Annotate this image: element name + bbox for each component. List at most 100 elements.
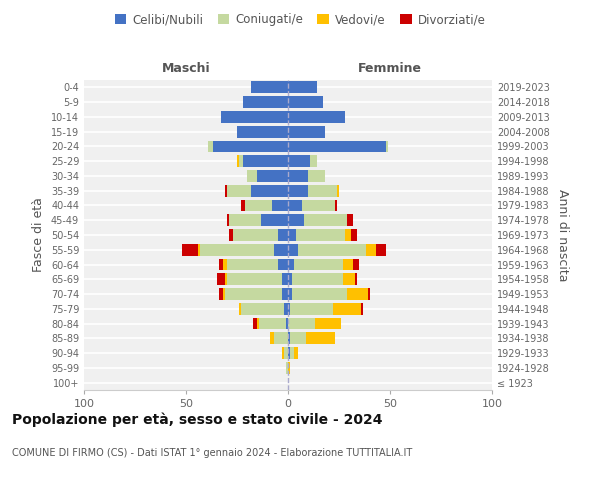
Bar	[239, 156, 243, 167]
Bar	[286, 362, 288, 374]
Bar	[182, 244, 198, 256]
Bar	[272, 200, 288, 211]
Legend: Celibi/Nubili, Coniugati/e, Vedovi/e, Divorziati/e: Celibi/Nubili, Coniugati/e, Vedovi/e, Di…	[110, 8, 490, 31]
Bar	[307, 332, 335, 344]
Bar	[241, 200, 245, 211]
Bar	[308, 170, 325, 182]
Bar	[288, 200, 302, 211]
Bar	[302, 200, 335, 211]
Bar	[343, 274, 355, 285]
Bar	[337, 185, 339, 196]
Bar	[262, 214, 288, 226]
Bar	[288, 229, 296, 241]
Text: Popolazione per età, sesso e stato civile - 2024: Popolazione per età, sesso e stato civil…	[12, 412, 383, 427]
Bar	[274, 244, 288, 256]
Bar	[225, 288, 282, 300]
Bar	[296, 229, 345, 241]
Bar	[353, 258, 359, 270]
Bar	[288, 111, 345, 123]
Bar	[290, 303, 333, 314]
Bar	[376, 244, 386, 256]
Bar	[288, 140, 386, 152]
Bar	[292, 274, 343, 285]
Bar	[241, 303, 284, 314]
Bar	[288, 274, 292, 285]
Bar	[284, 303, 288, 314]
Text: Maschi: Maschi	[161, 62, 211, 75]
Bar	[259, 318, 286, 330]
Bar	[288, 288, 292, 300]
Bar	[212, 140, 288, 152]
Text: COMUNE DI FIRMO (CS) - Dati ISTAT 1° gennaio 2024 - Elaborazione TUTTITALIA.IT: COMUNE DI FIRMO (CS) - Dati ISTAT 1° gen…	[12, 448, 412, 458]
Bar	[365, 244, 376, 256]
Bar	[304, 214, 347, 226]
Bar	[347, 214, 353, 226]
Bar	[282, 274, 288, 285]
Bar	[368, 288, 370, 300]
Bar	[361, 303, 364, 314]
Bar	[288, 303, 290, 314]
Bar	[229, 229, 233, 241]
Bar	[229, 214, 262, 226]
Bar	[288, 156, 310, 167]
Bar	[298, 244, 365, 256]
Bar	[225, 274, 227, 285]
Bar	[288, 96, 323, 108]
Bar	[282, 347, 284, 359]
Bar	[288, 318, 314, 330]
Bar	[247, 170, 257, 182]
Bar	[278, 258, 288, 270]
Bar	[288, 258, 294, 270]
Bar	[239, 303, 241, 314]
Bar	[288, 170, 308, 182]
Text: Femmine: Femmine	[358, 62, 422, 75]
Bar	[347, 288, 368, 300]
Bar	[290, 332, 307, 344]
Bar	[288, 185, 308, 196]
Bar	[386, 140, 388, 152]
Bar	[333, 303, 361, 314]
Y-axis label: Fasce di età: Fasce di età	[32, 198, 45, 272]
Bar	[345, 229, 351, 241]
Bar	[284, 347, 288, 359]
Bar	[223, 258, 227, 270]
Bar	[227, 274, 282, 285]
Bar	[253, 318, 257, 330]
Bar	[245, 200, 272, 211]
Bar	[288, 214, 304, 226]
Bar	[288, 347, 290, 359]
Bar	[288, 126, 325, 138]
Bar	[288, 362, 290, 374]
Bar	[314, 318, 341, 330]
Bar	[227, 214, 229, 226]
Bar	[294, 347, 298, 359]
Bar	[308, 185, 337, 196]
Bar	[243, 156, 288, 167]
Bar	[251, 82, 288, 94]
Bar	[225, 185, 227, 196]
Bar	[221, 111, 288, 123]
Bar	[288, 82, 317, 94]
Bar	[343, 258, 353, 270]
Bar	[335, 200, 337, 211]
Bar	[217, 274, 225, 285]
Bar	[237, 156, 239, 167]
Bar	[233, 229, 278, 241]
Bar	[351, 229, 358, 241]
Bar	[200, 244, 274, 256]
Bar	[286, 318, 288, 330]
Bar	[227, 185, 251, 196]
Bar	[223, 288, 225, 300]
Bar	[278, 229, 288, 241]
Bar	[274, 332, 288, 344]
Bar	[294, 258, 343, 270]
Bar	[251, 185, 288, 196]
Bar	[257, 318, 259, 330]
Bar	[355, 274, 358, 285]
Bar	[218, 258, 223, 270]
Y-axis label: Anni di nascita: Anni di nascita	[556, 188, 569, 281]
Bar	[292, 288, 347, 300]
Bar	[282, 288, 288, 300]
Bar	[257, 170, 288, 182]
Bar	[243, 96, 288, 108]
